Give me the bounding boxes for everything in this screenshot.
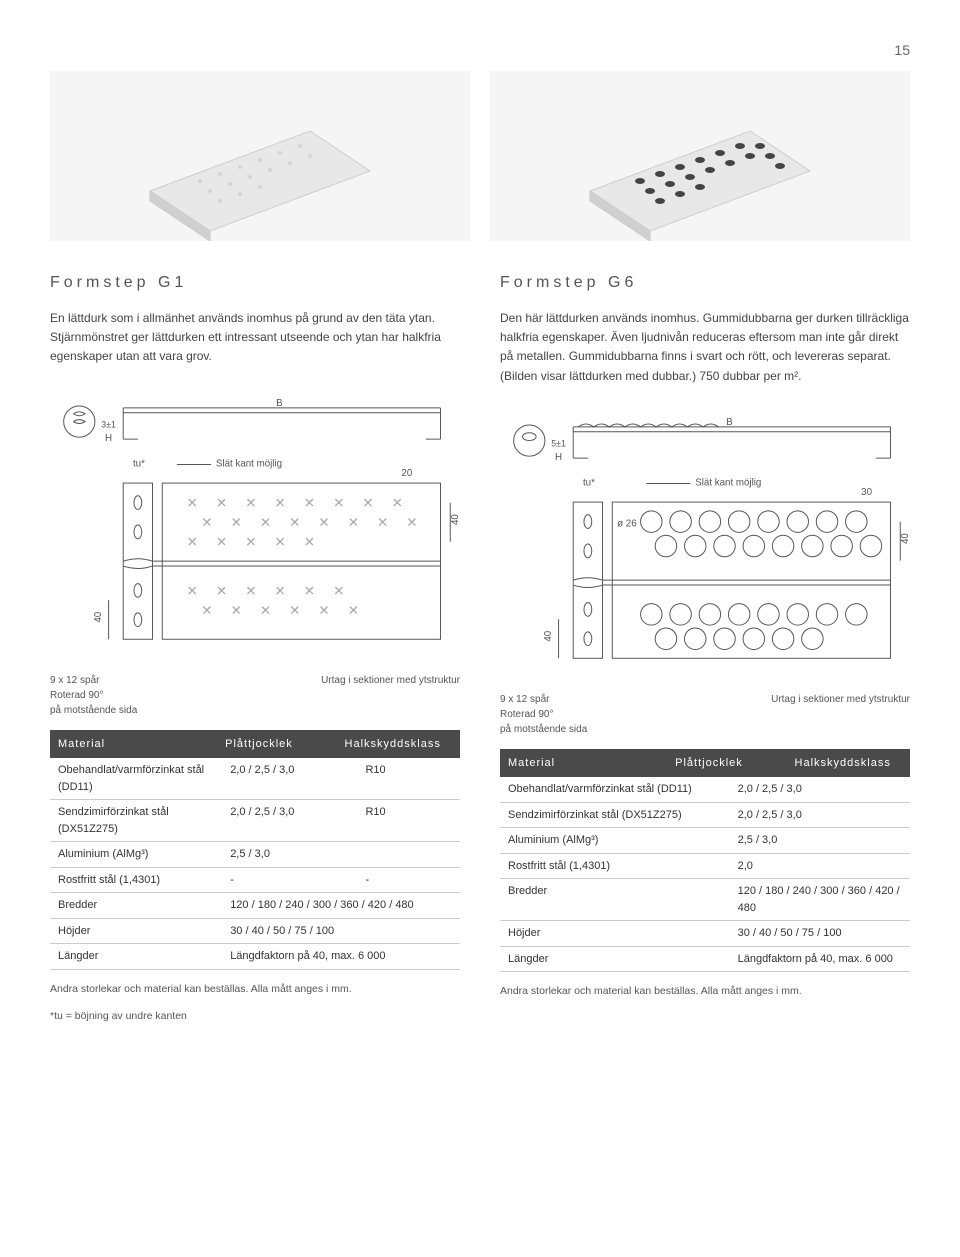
svg-text:40: 40 xyxy=(900,532,910,543)
caption-right: Urtag i sektioner med ytstruktur xyxy=(321,673,460,718)
caption-line: Roterad 90° xyxy=(500,707,587,722)
svg-text:H: H xyxy=(555,452,562,463)
svg-text:✕: ✕ xyxy=(260,515,271,530)
table-header-g1: Material Plåttjocklek Halkskyddsklass xyxy=(50,730,460,759)
svg-text:✕: ✕ xyxy=(348,515,359,530)
svg-text:✕: ✕ xyxy=(201,515,212,530)
svg-text:✕: ✕ xyxy=(245,495,256,510)
svg-text:40: 40 xyxy=(450,513,460,524)
svg-text:tu*: tu* xyxy=(583,477,595,488)
svg-text:✕: ✕ xyxy=(289,602,300,617)
svg-text:H: H xyxy=(105,433,112,444)
title-g6: Formstep G6 xyxy=(500,271,910,295)
note-g6-1: Andra storlekar och material kan beställ… xyxy=(500,984,910,1000)
svg-text:3±1: 3±1 xyxy=(101,419,116,429)
table-row: Höjder30 / 40 / 50 / 75 / 100 xyxy=(50,918,460,944)
svg-text:✕: ✕ xyxy=(392,495,403,510)
th-class: Halkskyddsklass xyxy=(345,736,452,753)
svg-text:tu*: tu* xyxy=(133,458,145,469)
table-row: Obehandlat/varmförzinkat stål (DD11)2,0 … xyxy=(500,777,910,802)
svg-text:✕: ✕ xyxy=(304,583,315,598)
table-row: Sendzimirförzinkat stål (DX51Z275)2,0 / … xyxy=(50,800,460,842)
th-thickness: Plåttjocklek xyxy=(675,755,794,772)
diagram-g1: B 3±1 H tu* Slät kant möjlig 20 xyxy=(50,397,460,657)
svg-text:✕: ✕ xyxy=(304,495,315,510)
svg-text:✕: ✕ xyxy=(201,602,212,617)
table-row: Aluminium (AlMg³)2,5 / 3,0 xyxy=(500,828,910,854)
caption-g1: 9 x 12 spår Roterad 90° på motstående si… xyxy=(50,673,460,718)
table-row: Höjder30 / 40 / 50 / 75 / 100 xyxy=(500,921,910,947)
svg-text:✕: ✕ xyxy=(377,515,388,530)
table-row: LängderLängdfaktorn på 40, max. 6 000 xyxy=(500,946,910,972)
table-row: LängderLängdfaktorn på 40, max. 6 000 xyxy=(50,944,460,970)
diagram-g6: B 5±1 H tu* Slät kant möjlig 30 ø xyxy=(500,416,910,676)
svg-text:✕: ✕ xyxy=(289,515,300,530)
svg-text:ø 26: ø 26 xyxy=(617,518,637,529)
svg-text:✕: ✕ xyxy=(362,495,373,510)
svg-text:30: 30 xyxy=(861,487,872,498)
table-row: Bredder120 / 180 / 240 / 300 / 360 / 420… xyxy=(500,879,910,921)
column-g1: Formstep G1 En lättdurk som i allmänhet … xyxy=(50,271,460,1025)
caption-line: på motstående sida xyxy=(50,703,137,718)
svg-text:✕: ✕ xyxy=(318,602,329,617)
svg-text:✕: ✕ xyxy=(275,495,286,510)
caption-line: 9 x 12 spår xyxy=(50,673,137,688)
product-images-row xyxy=(50,71,910,241)
caption-line: på motstående sida xyxy=(500,722,587,737)
svg-text:5±1: 5±1 xyxy=(551,438,566,448)
svg-text:Slät kant möjlig: Slät kant möjlig xyxy=(695,477,761,488)
svg-text:✕: ✕ xyxy=(333,583,344,598)
svg-text:✕: ✕ xyxy=(231,515,242,530)
table-g6: Obehandlat/varmförzinkat stål (DD11)2,0 … xyxy=(500,777,910,972)
page-number: 15 xyxy=(50,40,910,61)
desc-g6: Den här lättdurken används inomhus. Gumm… xyxy=(500,309,910,386)
th-class: Halkskyddsklass xyxy=(795,755,902,772)
svg-text:✕: ✕ xyxy=(333,495,344,510)
svg-text:✕: ✕ xyxy=(275,534,286,549)
svg-text:✕: ✕ xyxy=(187,583,198,598)
table-row: Sendzimirförzinkat stål (DX51Z275)2,0 / … xyxy=(500,802,910,828)
svg-text:20: 20 xyxy=(401,468,412,479)
svg-text:✕: ✕ xyxy=(304,534,315,549)
table-row: Obehandlat/varmförzinkat stål (DD11)2,0 … xyxy=(50,758,460,800)
svg-text:B: B xyxy=(726,417,733,428)
svg-text:✕: ✕ xyxy=(231,602,242,617)
svg-text:✕: ✕ xyxy=(245,583,256,598)
svg-text:✕: ✕ xyxy=(187,534,198,549)
product-image-g6 xyxy=(490,71,910,241)
svg-text:40: 40 xyxy=(93,611,104,622)
svg-text:Slät kant möjlig: Slät kant möjlig xyxy=(216,458,282,469)
caption-line: Roterad 90° xyxy=(50,688,137,703)
caption-right: Urtag i sektioner med ytstruktur xyxy=(771,692,910,737)
note-g1-2: *tu = böjning av undre kanten xyxy=(50,1009,460,1025)
svg-text:✕: ✕ xyxy=(318,515,329,530)
svg-text:✕: ✕ xyxy=(348,602,359,617)
desc-g1: En lättdurk som i allmänhet används inom… xyxy=(50,309,460,367)
table-g1: Obehandlat/varmförzinkat stål (DD11)2,0 … xyxy=(50,758,460,970)
svg-text:✕: ✕ xyxy=(260,602,271,617)
column-g6: Formstep G6 Den här lättdurken används i… xyxy=(500,271,910,1025)
svg-text:✕: ✕ xyxy=(406,515,417,530)
svg-text:B: B xyxy=(276,398,283,409)
title-g1: Formstep G1 xyxy=(50,271,460,295)
table-header-g6: Material Plåttjocklek Halkskyddsklass xyxy=(500,749,910,778)
th-thickness: Plåttjocklek xyxy=(225,736,344,753)
table-row: Bredder120 / 180 / 240 / 300 / 360 / 420… xyxy=(50,893,460,919)
table-row: Rostfritt stål (1,4301)2,0 xyxy=(500,853,910,879)
table-row: Rostfritt stål (1,4301)-- xyxy=(50,867,460,893)
svg-text:✕: ✕ xyxy=(275,583,286,598)
product-image-g1 xyxy=(50,71,470,241)
svg-text:✕: ✕ xyxy=(216,495,227,510)
svg-text:✕: ✕ xyxy=(245,534,256,549)
svg-text:✕: ✕ xyxy=(216,583,227,598)
table-row: Aluminium (AlMg³)2,5 / 3,0 xyxy=(50,842,460,868)
caption-g6: 9 x 12 spår Roterad 90° på motstående si… xyxy=(500,692,910,737)
note-g1-1: Andra storlekar och material kan beställ… xyxy=(50,982,460,998)
caption-line: 9 x 12 spår xyxy=(500,692,587,707)
svg-text:40: 40 xyxy=(543,630,554,641)
svg-text:✕: ✕ xyxy=(187,495,198,510)
th-material: Material xyxy=(508,755,675,772)
svg-text:✕: ✕ xyxy=(216,534,227,549)
th-material: Material xyxy=(58,736,225,753)
